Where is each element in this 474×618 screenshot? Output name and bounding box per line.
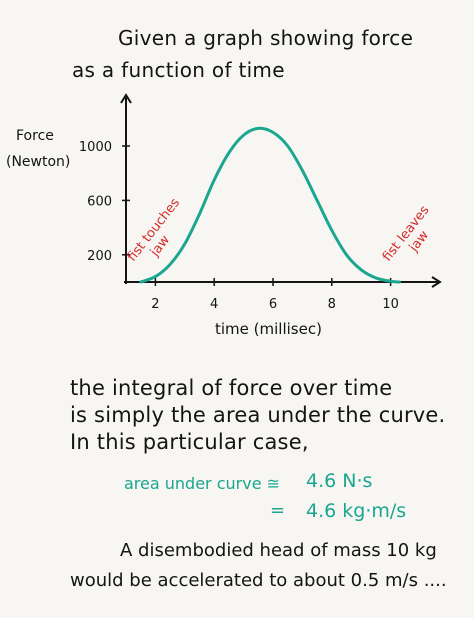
equation-equals: = (270, 500, 286, 521)
conclusion-line-2: would be accelerated to about 0.5 m/s ..… (70, 570, 447, 591)
x-tick-label: 8 (328, 297, 336, 312)
x-axis-label: time (millisec) (215, 320, 322, 338)
y-tick-label: 600 (87, 194, 112, 209)
conclusion-line-1: A disembodied head of mass 10 kg (120, 540, 437, 561)
paragraph-line-1: the integral of force over time (70, 376, 393, 400)
title-line-1: Given a graph showing force (118, 26, 414, 50)
x-axis-arrow (431, 276, 442, 288)
y-tick-label: 1000 (79, 140, 112, 155)
equation-value-1: 4.6 N·s (306, 470, 373, 492)
chart-ticks: 2 4 6 8 10 200 600 1000 (79, 140, 399, 312)
x-tick-label: 2 (151, 297, 159, 312)
y-axis-label-unit: (Newton) (6, 154, 71, 170)
x-tick-label: 10 (382, 297, 399, 312)
y-axis-arrow (120, 93, 132, 104)
paragraph-line-2: is simply the area under the curve. (70, 403, 446, 427)
title-line-2: as a function of time (72, 58, 285, 82)
y-tick-label: 200 (87, 249, 112, 264)
x-tick-label: 4 (210, 297, 218, 312)
equation-value-2: 4.6 kg·m/s (306, 500, 407, 522)
equation-label: area under curve ≅ (124, 474, 281, 493)
paragraph-line-3: In this particular case, (70, 430, 309, 454)
x-tick-label: 6 (269, 297, 277, 312)
force-curve (139, 126, 401, 284)
y-axis-label-force: Force (16, 128, 54, 144)
